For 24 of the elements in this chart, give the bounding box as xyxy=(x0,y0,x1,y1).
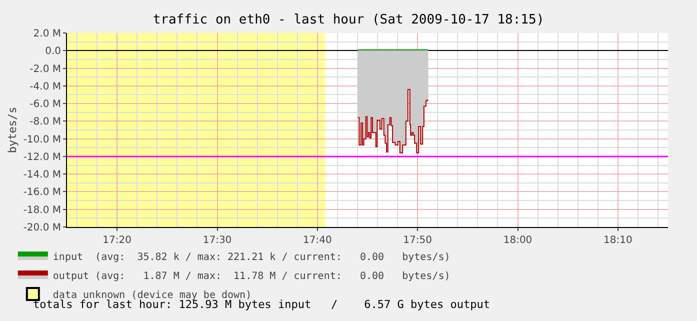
y-tick-label: -16.0 M xyxy=(23,187,61,198)
x-tick-label: 17:30 xyxy=(202,235,232,246)
y-tick-label: -20.0 M xyxy=(23,222,61,234)
chart-title: traffic on eth0 - last hour (Sat 2009-10-17 18:15) xyxy=(152,12,544,28)
y-tick-label: -10.0 M xyxy=(23,134,61,146)
y-tick-label: -12.0 M xyxy=(23,152,61,163)
x-tick-label: 17:50 xyxy=(403,235,432,246)
legend-label: output (avg: 1.87 M / max: 11.78 M / current: 0.00 bytes/s) xyxy=(52,270,450,282)
y-tick-label: -6.0 M xyxy=(30,99,61,110)
x-tick-label: 17:20 xyxy=(102,235,132,246)
y-tick-label: -4.0 M xyxy=(30,81,61,92)
text: totals for last hour: 125.93 M bytes input / 6.57 G bytes output xyxy=(33,298,490,311)
legend-label: data unknown (device may be down) xyxy=(52,290,252,301)
y-tick-label: -14.0 M xyxy=(23,170,61,181)
x-tick-label: 18:10 xyxy=(604,235,632,246)
y-tick-label: 2.0 M xyxy=(33,28,61,40)
legend-label: input (avg: 35.82 k / max: 221.21 k / current: 0.00 bytes/s) xyxy=(52,252,450,263)
x-tick-label: 17:40 xyxy=(303,235,332,246)
y-tick-label: -8.0 M xyxy=(30,116,61,128)
y-tick-label: -2.0 M xyxy=(30,64,61,75)
y-tick-label: -18.0 M xyxy=(23,204,61,216)
y-axis-title: bytes/s xyxy=(6,106,19,154)
x-tick-label: 18:00 xyxy=(503,235,532,246)
y-tick-label: 0.0 xyxy=(45,46,61,58)
